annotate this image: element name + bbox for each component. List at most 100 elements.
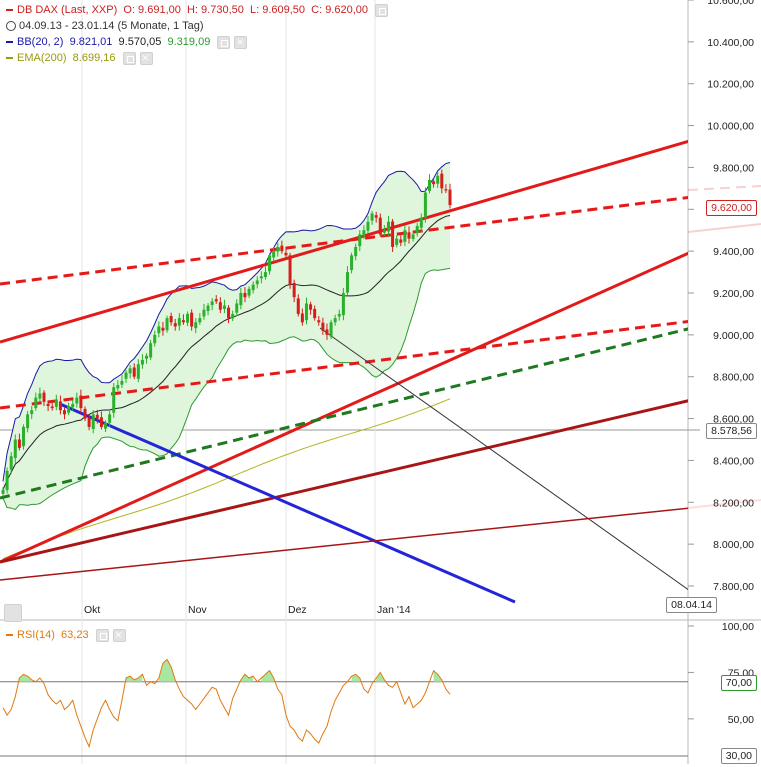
candle-body	[362, 230, 366, 237]
candle-body	[407, 232, 411, 239]
ema200-line	[2, 398, 451, 560]
candle-body	[95, 414, 99, 419]
rsi-overbought-fill	[19, 674, 32, 682]
trendline	[0, 319, 688, 410]
legend-ema: EMA(200) 8.699,16	[6, 51, 153, 65]
candle-body	[432, 181, 436, 185]
trendline	[59, 402, 516, 604]
rsi-overbought-fill	[433, 670, 442, 682]
candle-body	[337, 313, 341, 317]
candle-body	[427, 179, 431, 191]
legend-bb-name: BB(20, 2)	[17, 36, 64, 48]
candle-body	[54, 399, 58, 407]
candle-body	[300, 313, 304, 323]
candle-body	[173, 323, 177, 327]
y-tick-label: 8.000,00	[713, 539, 754, 551]
ema-settings-button[interactable]	[122, 51, 136, 65]
rsi-line	[2, 658, 451, 749]
candle-body	[108, 414, 112, 423]
x-tick-label: Dez	[288, 604, 307, 616]
candle-body	[124, 372, 128, 379]
candle-body	[239, 293, 243, 306]
y-tick-label: 9.200,00	[713, 288, 754, 300]
candle-body	[222, 305, 226, 309]
bb-settings-button[interactable]	[217, 35, 231, 49]
candle-body	[112, 387, 116, 413]
rsi-settings-button[interactable]	[95, 628, 109, 642]
candle-body	[350, 255, 354, 270]
candle-body	[22, 426, 26, 447]
candle-body	[423, 192, 427, 218]
candle-body	[399, 239, 403, 243]
candle-body	[313, 308, 317, 319]
candle-body	[268, 255, 272, 272]
bollinger-fill	[3, 162, 450, 510]
candle-body	[26, 414, 30, 429]
candle-body	[247, 288, 251, 296]
bb-remove-button[interactable]	[234, 35, 248, 49]
x-tick-label: Jan '14	[377, 604, 411, 616]
candle-body	[284, 252, 288, 256]
rsi-30-tag: 30,00	[720, 748, 757, 764]
candle-body	[17, 439, 21, 448]
rsi-overbought-fill	[126, 674, 143, 682]
candle-body	[132, 367, 136, 377]
bollinger-upper	[2, 162, 451, 482]
ema-remove-button[interactable]	[139, 51, 153, 65]
candle-body	[5, 470, 9, 491]
candle-body	[1, 489, 5, 494]
candle-body	[366, 221, 370, 231]
candle-body	[165, 318, 169, 331]
y-tick-label: 9.000,00	[713, 330, 754, 342]
candle-body	[206, 305, 210, 311]
candle-body	[194, 322, 198, 329]
candle-body	[83, 408, 87, 419]
y-tick-label: 9.800,00	[713, 162, 754, 174]
trendline-fade	[687, 223, 761, 233]
y-tick-label: 8.200,00	[713, 497, 754, 509]
last-price-tag: 9.620,00	[706, 200, 757, 216]
candle-body	[448, 189, 452, 206]
rsi-tick-label: 100,00	[722, 621, 754, 633]
expand-panel-button[interactable]	[4, 604, 22, 622]
legend-ema-value: 8.699,16	[72, 52, 116, 64]
candle-body	[186, 313, 190, 323]
trendline	[0, 195, 688, 286]
candle-body	[296, 298, 300, 314]
candle-body	[325, 329, 329, 335]
candle-body	[104, 422, 108, 429]
candle-body	[38, 393, 42, 399]
series-marker	[6, 9, 13, 12]
legend-bb-mid: 9.570,05	[118, 36, 162, 48]
rsi-tick-label: 50,00	[728, 714, 754, 726]
candle-body	[259, 276, 263, 279]
candle-body	[169, 316, 173, 323]
legend-range: 04.09.13 - 23.01.14 (5 Monate, 1 Tag)	[6, 19, 203, 33]
candle-body	[177, 318, 181, 326]
candle-body	[87, 417, 91, 427]
candle-body	[181, 320, 185, 323]
candle-body	[391, 221, 395, 247]
candle-body	[263, 272, 267, 278]
settings-button[interactable]	[375, 3, 389, 17]
candle-body	[292, 282, 296, 298]
candle-body	[411, 234, 415, 240]
y-tick-label: 10.200,00	[707, 79, 754, 91]
candle-body	[304, 303, 308, 321]
rsi-remove-button[interactable]	[112, 628, 126, 642]
candle-body	[79, 395, 83, 409]
candle-body	[50, 406, 54, 409]
candle-body	[161, 327, 165, 331]
clock-icon	[6, 21, 16, 32]
trendline	[0, 251, 688, 564]
candle-body	[13, 439, 17, 458]
candle-body	[46, 403, 50, 407]
rsi-panel	[0, 658, 688, 757]
legend-bb: BB(20, 2) 9.821,01 9.570,05 9.319,09	[6, 35, 248, 49]
candle-body	[157, 326, 161, 334]
candle-body	[75, 397, 79, 404]
candle-body	[317, 320, 321, 323]
rsi-overbought-fill	[351, 674, 360, 682]
